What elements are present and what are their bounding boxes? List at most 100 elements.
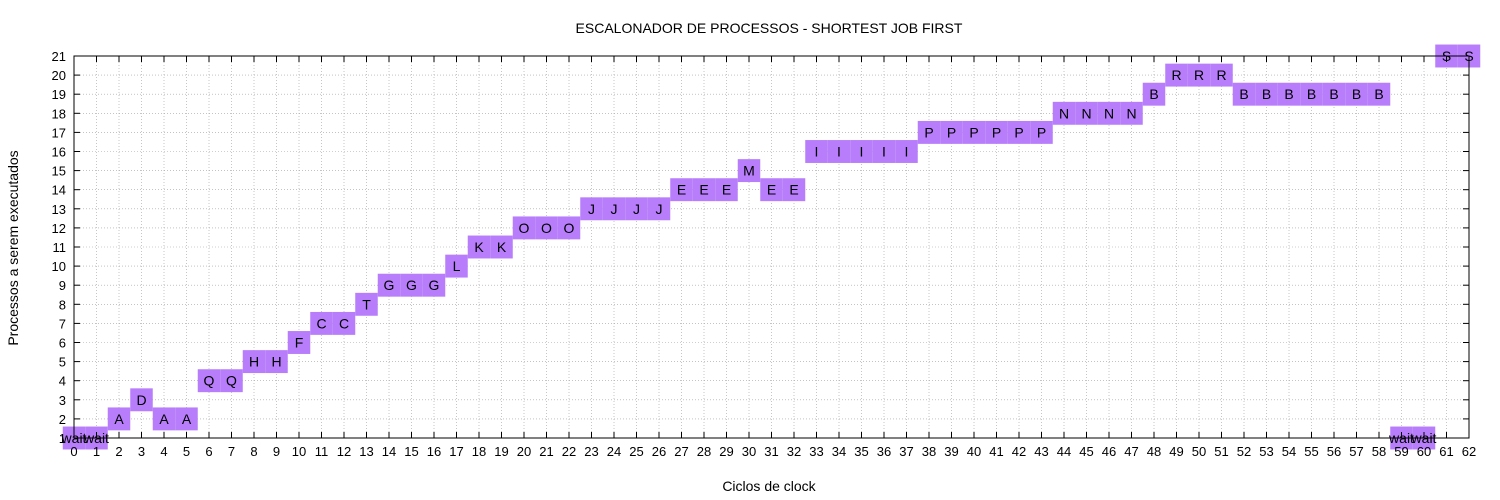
x-tick-label: 17: [449, 444, 463, 459]
process-label: B: [1307, 86, 1316, 102]
process-label: R: [1194, 67, 1204, 83]
x-tick-label: 26: [652, 444, 666, 459]
x-tick-label: 3: [138, 444, 145, 459]
process-cell: [1277, 82, 1301, 106]
process-cell: [782, 178, 806, 202]
process-cell: [602, 197, 626, 221]
process-label: B: [1262, 86, 1271, 102]
y-tick-label: 7: [59, 316, 66, 331]
process-label: N: [1059, 105, 1069, 121]
process-label: A: [114, 411, 124, 427]
process-label: A: [159, 411, 169, 427]
process-label: R: [1216, 67, 1226, 83]
process-cell: [355, 292, 378, 316]
x-tick-label: 20: [517, 444, 531, 459]
process-label: Q: [226, 373, 237, 389]
process-label: T: [362, 296, 371, 312]
process-cell: [1210, 63, 1233, 87]
x-tick-label: 59: [1394, 444, 1408, 459]
x-tick-label: 45: [1079, 444, 1093, 459]
process-label: I: [815, 144, 819, 160]
x-tick-label: 19: [494, 444, 508, 459]
x-tick-label: 23: [584, 444, 598, 459]
y-tick-label: 11: [53, 240, 67, 255]
y-tick-label: 1: [59, 431, 66, 446]
process-label: B: [1284, 86, 1293, 102]
process-cell: [827, 140, 851, 163]
process-label: C: [339, 315, 349, 331]
process-cell: [1300, 82, 1323, 106]
y-tick-label: 3: [59, 393, 66, 408]
x-tick-label: 35: [854, 444, 868, 459]
process-label: G: [429, 277, 440, 293]
x-tick-label: 54: [1282, 444, 1296, 459]
y-tick-label: 12: [52, 221, 66, 236]
x-tick-label: 12: [337, 444, 351, 459]
y-tick-label: 19: [52, 87, 66, 102]
y-tick-label: 18: [52, 106, 66, 121]
x-tick-label: 10: [292, 444, 306, 459]
process-cell: [152, 407, 176, 431]
x-axis-label: Ciclos de clock: [722, 478, 816, 494]
y-tick-label: 6: [59, 336, 66, 351]
x-tick-label: 43: [1034, 444, 1048, 459]
x-tick-label: 60: [1417, 444, 1431, 459]
process-label: J: [633, 201, 640, 217]
process-label: N: [1081, 105, 1091, 121]
process-label: D: [136, 392, 146, 408]
y-tick-label: 14: [52, 183, 66, 198]
y-tick-label: 2: [59, 412, 66, 427]
x-tick-label: 38: [922, 444, 936, 459]
x-tick-label: 9: [273, 444, 280, 459]
process-cell: [1232, 82, 1256, 106]
process-cell: [940, 120, 963, 144]
process-label: J: [611, 201, 618, 217]
x-tick-label: 36: [877, 444, 891, 459]
process-cell: [130, 388, 153, 412]
process-label: K: [474, 239, 484, 255]
grid: [74, 56, 1469, 438]
process-cell: [535, 216, 558, 240]
process-label: B: [1329, 86, 1338, 102]
process-label: P: [1037, 124, 1046, 140]
process-cell: [670, 178, 693, 202]
x-tick-label: 39: [944, 444, 958, 459]
process-label: I: [837, 144, 841, 160]
x-tick-label: 22: [562, 444, 576, 459]
x-tick-label: 62: [1462, 444, 1476, 459]
x-tick-label: 27: [674, 444, 688, 459]
process-cell: [1097, 101, 1121, 125]
process-cell: [1165, 63, 1188, 87]
x-tick-label: 0: [70, 444, 77, 459]
process-label: P: [947, 124, 956, 140]
process-label: O: [564, 220, 575, 236]
process-label: Q: [204, 373, 215, 389]
x-tick-label: 25: [629, 444, 643, 459]
process-label: A: [182, 411, 192, 427]
x-tick-label: 46: [1102, 444, 1116, 459]
process-cell: [287, 331, 311, 354]
x-tick-label: 55: [1304, 444, 1318, 459]
process-cell: [467, 235, 491, 259]
y-tick-label: 4: [59, 374, 66, 389]
process-cell: [422, 273, 446, 297]
y-tick-label: 8: [59, 297, 66, 312]
process-label: F: [295, 335, 304, 351]
process-cell: [400, 273, 423, 297]
x-tick-label: 28: [697, 444, 711, 459]
x-tick-label: 48: [1147, 444, 1161, 459]
y-tick-label: 21: [52, 49, 66, 64]
process-cell: [377, 273, 401, 297]
x-tick-label: 14: [382, 444, 396, 459]
process-label: N: [1126, 105, 1136, 121]
process-cell: [625, 197, 648, 221]
process-label: E: [699, 182, 708, 198]
x-tick-label: 58: [1372, 444, 1386, 459]
x-tick-label: 31: [764, 444, 778, 459]
chart-title: ESCALONADOR DE PROCESSOS - SHORTEST JOB …: [576, 20, 963, 36]
process-label: K: [497, 239, 507, 255]
x-tick-label: 1: [93, 444, 100, 459]
x-tick-label: 44: [1057, 444, 1071, 459]
y-tick-label: 20: [52, 68, 66, 83]
